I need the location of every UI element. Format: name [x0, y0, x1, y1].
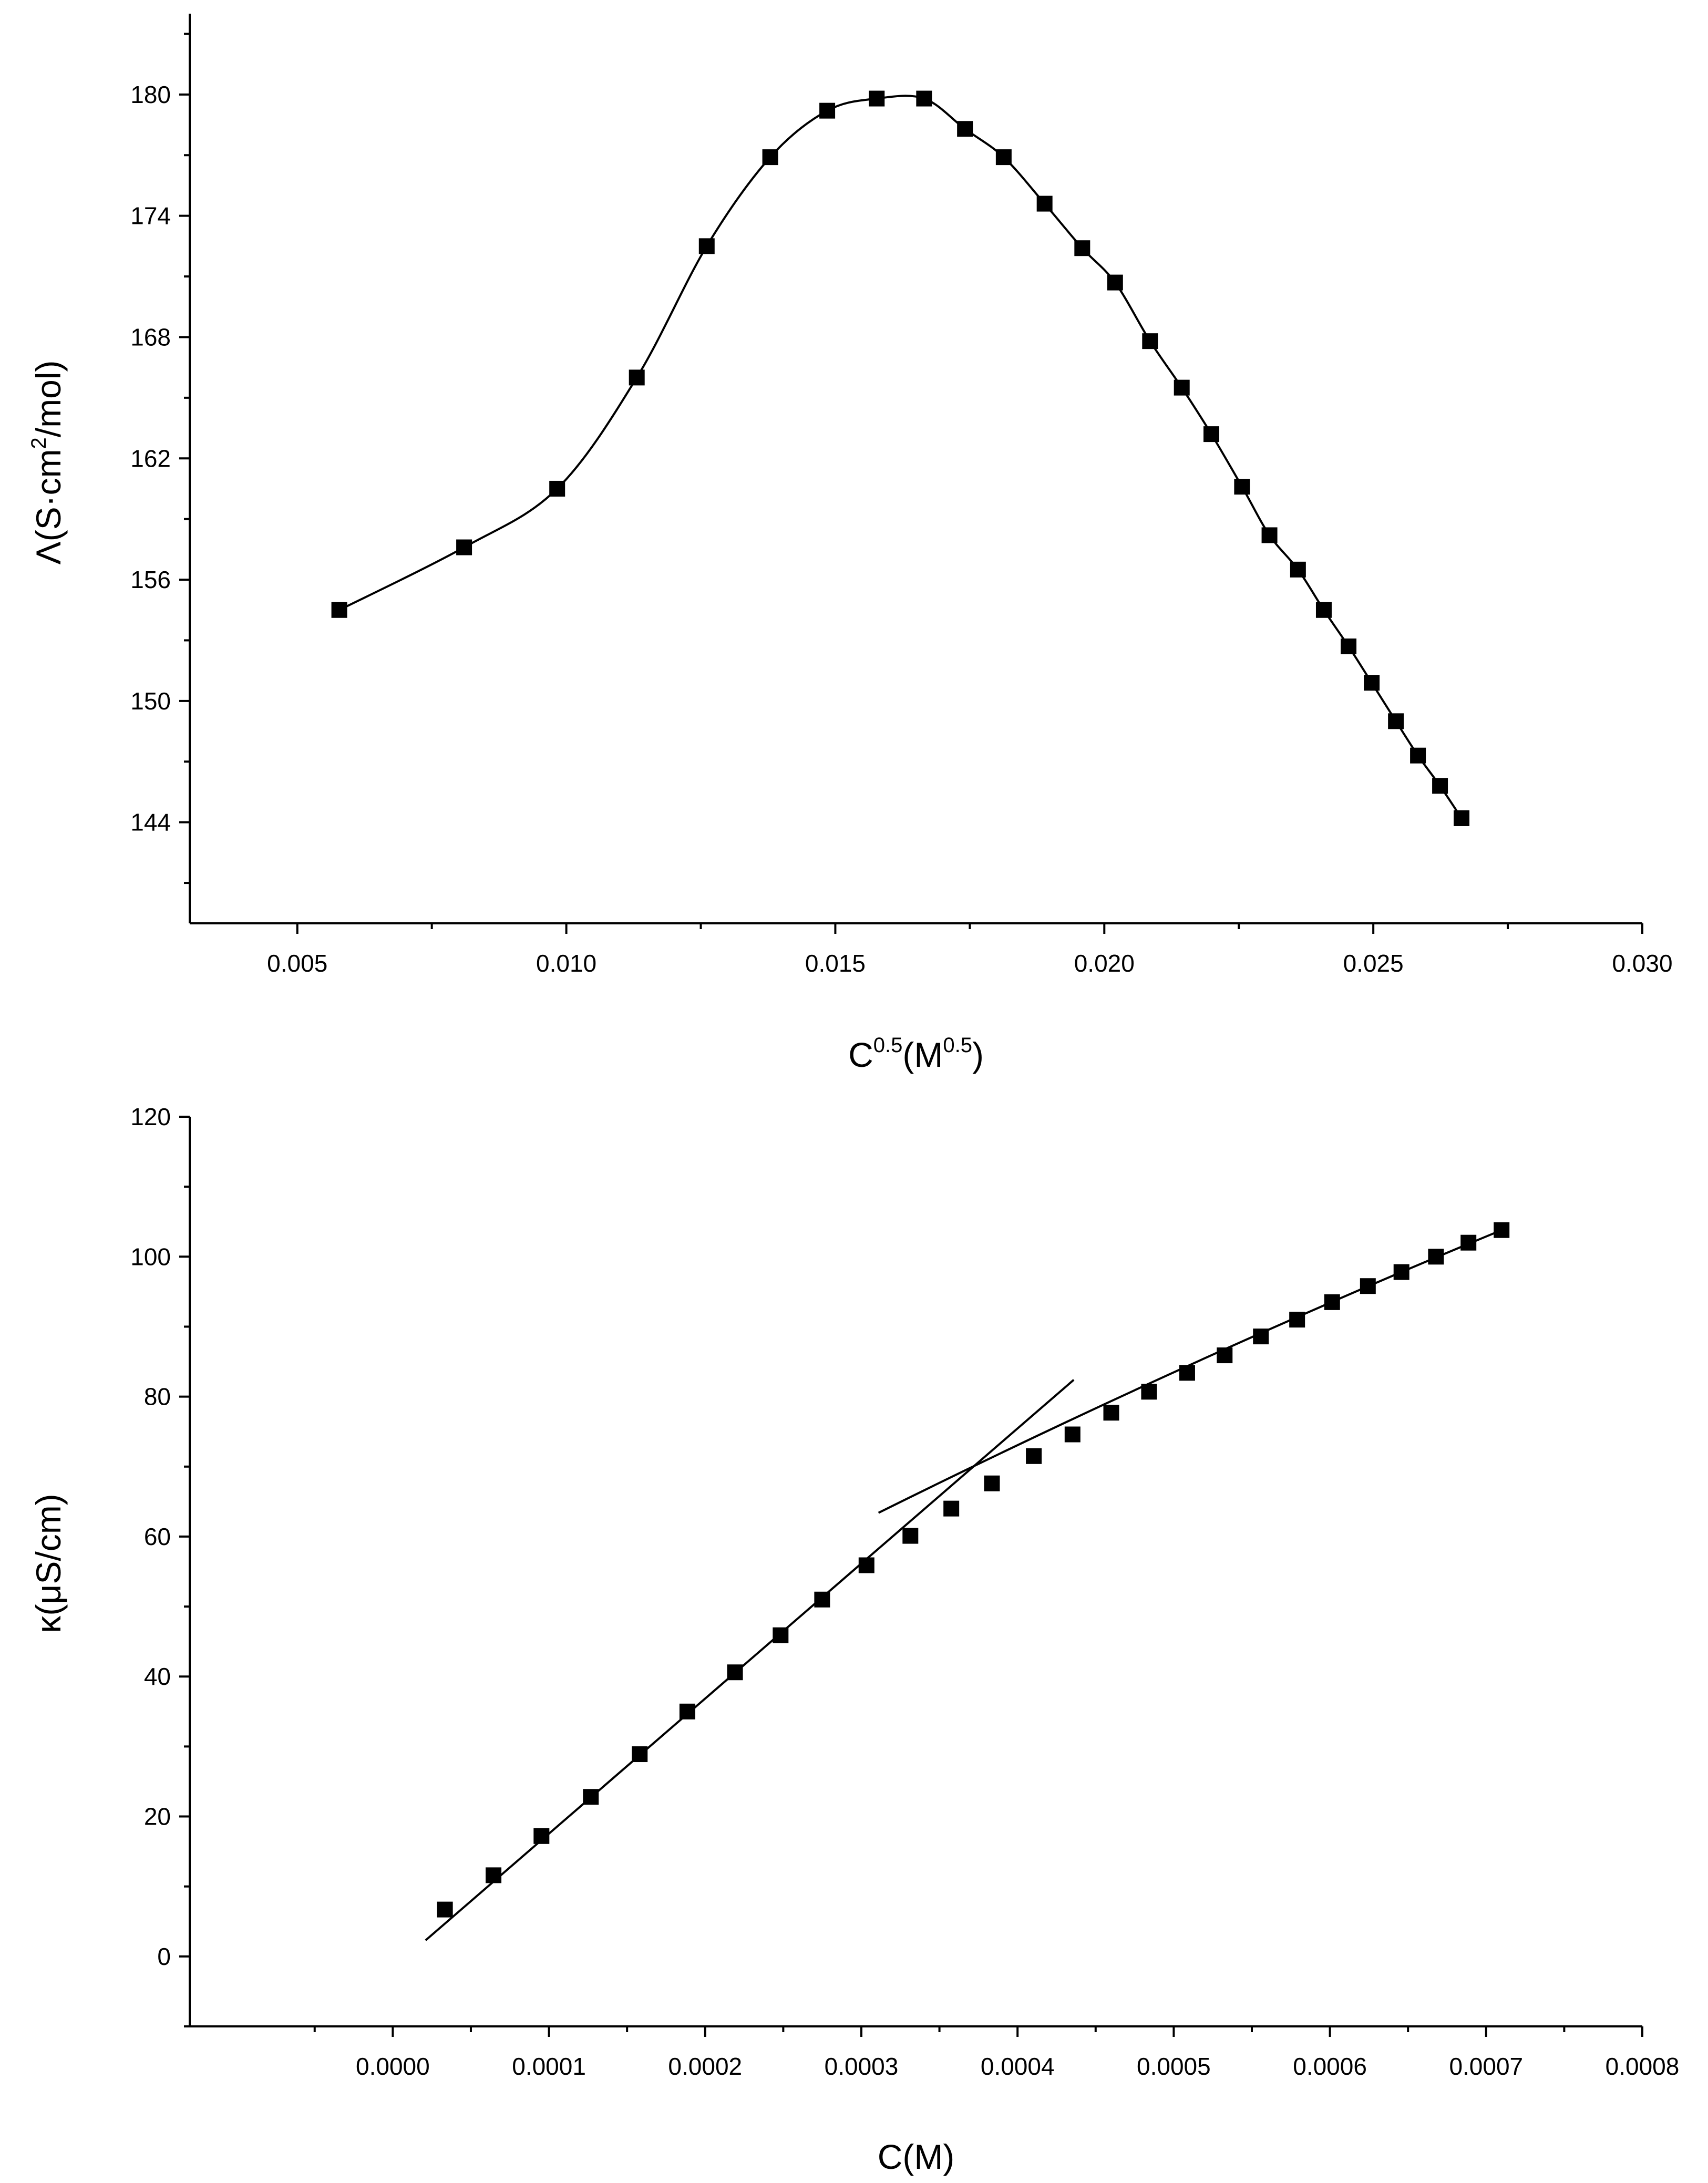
x-tick-label: 0.0002: [668, 2053, 742, 2080]
data-point: [943, 1500, 960, 1517]
data-point: [1261, 527, 1278, 543]
y-tick-label: 100: [130, 1243, 171, 1270]
y-tick-label: 162: [130, 445, 171, 472]
data-point: [1036, 195, 1053, 212]
data-point: [1460, 1234, 1477, 1251]
molar-conductivity-chart: 144 150 156 162 168 174 180 0.005 0.010 0.015 0.0…: [27, 14, 1673, 1074]
x-tick-label: 0.015: [805, 950, 866, 977]
data-point: [1179, 1365, 1195, 1381]
data-point: [773, 1627, 789, 1643]
data-point: [1432, 778, 1448, 794]
y-tick-label: 40: [144, 1663, 171, 1690]
data-point: [1315, 602, 1332, 618]
data-point: [533, 1828, 550, 1844]
y-tick-label: 150: [130, 687, 171, 715]
data-point: [819, 102, 836, 119]
data-point: [727, 1664, 743, 1681]
x-tick-label: 0.010: [536, 950, 596, 977]
data-point: [902, 1528, 919, 1544]
data-point: [957, 121, 973, 137]
data-point: [1289, 1312, 1305, 1328]
x-tick-label: 0.0000: [356, 2053, 430, 2080]
data-point: [1074, 240, 1090, 256]
data-point: [632, 1746, 648, 1763]
data-point: [1341, 639, 1357, 655]
data-point: [1428, 1249, 1444, 1265]
data-point: [1410, 747, 1426, 764]
fit-line-low: [425, 1379, 1075, 1941]
y-tick-label: 174: [130, 202, 171, 230]
data-point: [814, 1591, 830, 1608]
y-tick-label: 144: [130, 809, 171, 836]
chart2-x-axis-label: C(M): [878, 2137, 955, 2176]
data-point: [331, 602, 347, 618]
data-point: [698, 238, 715, 254]
chart2-y-axis-label: κ(μS/cm): [29, 1494, 68, 1633]
data-point: [1364, 675, 1380, 691]
data-point: [1064, 1426, 1081, 1443]
data-point: [1454, 810, 1470, 826]
data-point: [869, 90, 885, 107]
x-tick-label: 0.0004: [981, 2053, 1055, 2080]
y-tick-label: 168: [130, 323, 171, 351]
data-point: [1217, 1347, 1233, 1364]
data-point: [858, 1557, 874, 1573]
data-point: [437, 1901, 453, 1918]
x-tick-label: 0.0006: [1293, 2053, 1367, 2080]
x-tick-label: 0.0005: [1137, 2053, 1211, 2080]
y-tick-label: 60: [144, 1523, 171, 1550]
x-tick-label: 0.020: [1074, 950, 1135, 977]
data-point: [1107, 274, 1123, 291]
data-point: [916, 90, 932, 107]
data-point: [583, 1789, 599, 1805]
y-tick-label: 120: [130, 1103, 171, 1130]
data-point: [1290, 561, 1306, 578]
y-tick-label: 156: [130, 566, 171, 593]
x-tick-label: 0.005: [267, 950, 327, 977]
data-point: [1026, 1448, 1042, 1464]
chart1-y-axis-label: Λ(S·cm2/mol): [27, 361, 68, 565]
data-point: [629, 369, 645, 386]
x-tick-label: 0.030: [1612, 950, 1672, 977]
x-tick-label: 0.025: [1343, 950, 1404, 977]
x-tick-label: 0.0003: [825, 2053, 899, 2080]
data-point: [1141, 1384, 1157, 1400]
data-point: [1388, 713, 1404, 729]
data-point: [1393, 1264, 1409, 1280]
data-point: [1494, 1222, 1510, 1238]
x-tick-label: 0.0001: [512, 2053, 586, 2080]
x-tick-label: 0.0007: [1449, 2053, 1523, 2080]
y-tick-label: 20: [144, 1803, 171, 1830]
x-tick-label: 0.0008: [1606, 2053, 1680, 2080]
chart1-fit-curve: [338, 95, 1463, 819]
data-point: [1103, 1405, 1119, 1421]
data-point: [456, 539, 472, 555]
y-tick-label: 80: [144, 1383, 171, 1410]
data-point: [1142, 333, 1158, 349]
conductivity-chart: 0 20 40 60 80 100 120 0.0000 0.0001 0.0002 0.0003…: [29, 1103, 1679, 2176]
data-point: [1174, 379, 1190, 396]
data-point: [486, 1867, 502, 1883]
y-tick-label: 180: [130, 81, 171, 108]
data-point: [679, 1703, 695, 1719]
data-point: [984, 1475, 1000, 1491]
data-point: [549, 480, 565, 497]
data-point: [1253, 1329, 1269, 1345]
data-point: [995, 149, 1012, 166]
data-point: [762, 149, 778, 166]
data-point: [1324, 1294, 1340, 1310]
data-point: [1203, 426, 1220, 442]
data-point: [1360, 1278, 1376, 1294]
data-point: [1234, 479, 1250, 495]
y-tick-label: 0: [157, 1943, 171, 1970]
chart1-x-axis-label: C0.5(M0.5): [848, 1034, 984, 1074]
